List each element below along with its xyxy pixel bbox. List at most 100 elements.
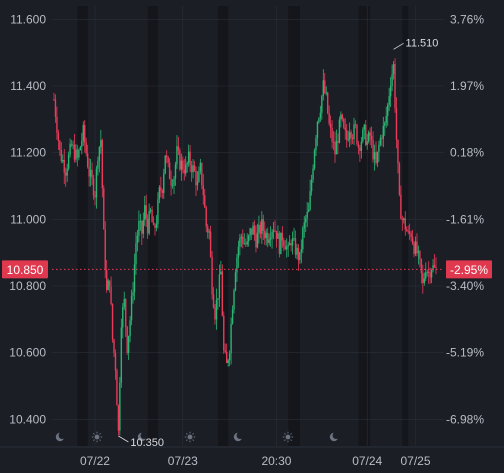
candle-body	[366, 141, 368, 145]
candle-body	[356, 124, 358, 144]
candle-body	[360, 141, 363, 151]
candle-body	[243, 243, 245, 245]
candle-body	[278, 233, 281, 255]
candles	[53, 58, 437, 436]
candle-body	[56, 116, 58, 134]
candle-body	[224, 350, 226, 352]
candle-body	[291, 238, 294, 246]
y-right-tick-label: -1.61%	[446, 212, 484, 226]
candle-body	[290, 243, 292, 246]
candle-body	[259, 224, 262, 234]
candle-body	[261, 219, 263, 234]
candle-body	[321, 95, 323, 113]
candle-body	[100, 140, 102, 147]
candle-body	[326, 92, 329, 113]
high-annotation-leader	[393, 42, 404, 50]
candle-body	[182, 160, 184, 170]
candle-body	[171, 185, 174, 187]
candle-body	[350, 132, 352, 138]
candle-body	[392, 63, 395, 75]
candle-body	[230, 323, 232, 354]
candle-body	[338, 119, 341, 143]
candle-body	[66, 168, 68, 176]
candle-body	[389, 86, 392, 97]
current-price-badge	[2, 260, 48, 279]
candle-body	[302, 228, 304, 250]
candle-body	[116, 370, 118, 406]
x-tick-label: 20:30	[261, 454, 291, 468]
candle-body	[359, 147, 361, 151]
candle-body	[199, 162, 202, 172]
x-tick-label: 07/24	[352, 454, 382, 468]
candle-body	[293, 238, 295, 240]
y-right-tick-label: -6.98%	[446, 412, 484, 426]
candle-body	[294, 238, 297, 255]
low-annotation-label: 10.350	[130, 437, 164, 449]
candle-body	[375, 152, 377, 164]
current-price-label: 10.850	[7, 263, 44, 277]
candle-body	[67, 154, 70, 169]
candle-body	[271, 231, 273, 238]
candle-body	[417, 251, 420, 254]
candle-body	[430, 270, 433, 278]
candle-body	[136, 235, 139, 244]
session-band	[217, 6, 229, 446]
candle-body	[269, 237, 272, 240]
candle-body	[331, 127, 333, 142]
candle-body	[126, 326, 128, 353]
candle-body	[348, 132, 351, 140]
candle-body	[85, 142, 87, 154]
candle-body	[329, 123, 332, 128]
candle-body	[337, 140, 339, 143]
candle-body	[160, 187, 162, 191]
candle-body	[234, 272, 237, 291]
candle-body	[86, 153, 89, 168]
candle-body	[351, 137, 354, 140]
candle-body	[84, 125, 86, 143]
candle-body	[228, 353, 231, 361]
price-badges: 10.850 -2.95%	[2, 260, 492, 279]
candle-body	[335, 140, 338, 155]
high-annotation-label: 11.510	[406, 37, 439, 49]
candle-body	[215, 299, 218, 320]
candle-body	[287, 245, 289, 247]
candle-body	[272, 230, 275, 232]
y-right-tick-label: -3.40%	[446, 279, 484, 293]
candle-body	[206, 226, 209, 233]
candle-body	[411, 237, 414, 244]
candle-body	[268, 239, 270, 243]
candle-body	[135, 243, 137, 265]
candle-body	[332, 141, 335, 143]
candle-body	[138, 221, 140, 236]
candle-body	[170, 178, 172, 186]
candle-body	[246, 241, 248, 245]
candle-body	[129, 320, 131, 336]
x-tick-label: 07/22	[80, 454, 110, 468]
candle-body	[420, 259, 423, 274]
candle-body	[249, 228, 251, 236]
candle-body	[152, 222, 155, 226]
candle-body	[101, 140, 103, 189]
candle-body	[173, 178, 175, 186]
candle-body	[334, 141, 336, 155]
candle-body	[179, 150, 181, 170]
candle-body	[95, 168, 98, 198]
candle-body	[400, 194, 402, 220]
y-axis-left: 11.600 11.400 11.200 11.000 10.800 10.600 10.4…	[9, 12, 46, 426]
y-right-tick-label: 0.18%	[450, 146, 484, 160]
candle-body	[274, 230, 276, 232]
sun-icon	[184, 431, 196, 443]
candle-body	[388, 96, 390, 105]
candle-body	[54, 99, 57, 117]
candle-body	[217, 298, 219, 300]
candle-body	[239, 238, 241, 247]
candle-body	[264, 230, 266, 239]
candle-body	[247, 235, 250, 242]
candle-body	[255, 234, 257, 248]
candle-body	[185, 164, 187, 174]
candle-body	[63, 159, 65, 173]
candle-body	[435, 266, 437, 268]
